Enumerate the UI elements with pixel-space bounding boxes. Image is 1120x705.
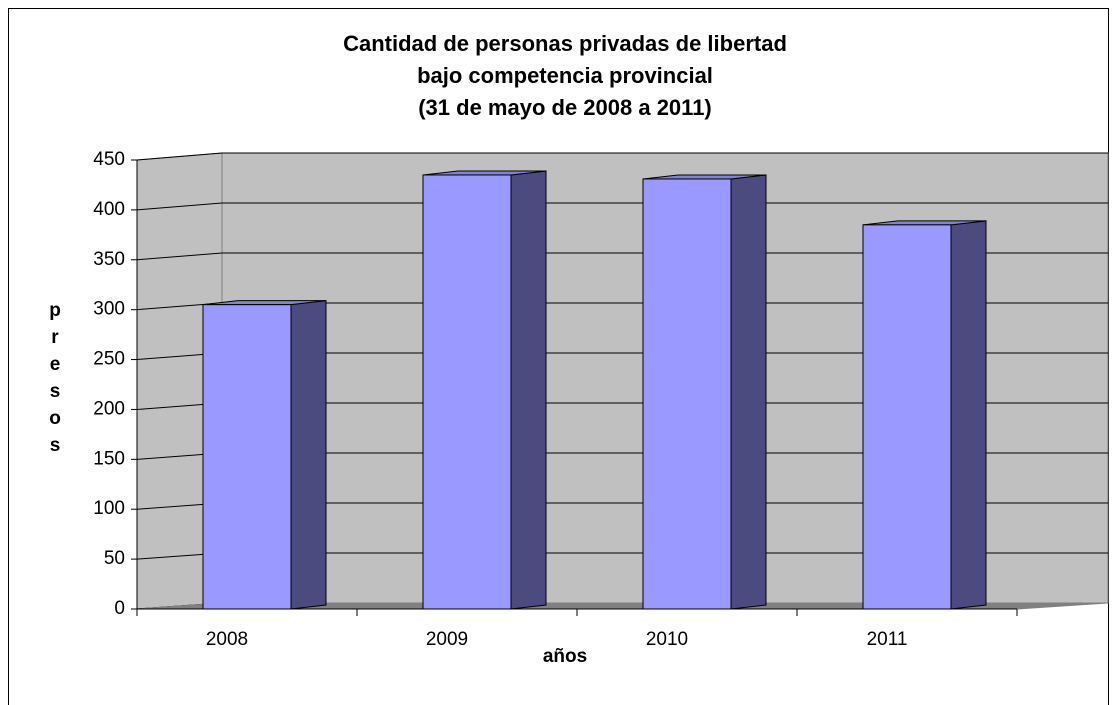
x-tick-label: 2011	[867, 629, 908, 650]
y-tick-label: 50	[104, 548, 125, 569]
y-tick-label: 250	[93, 349, 125, 370]
bar	[202, 304, 292, 610]
bar-side	[290, 300, 327, 610]
grid-line	[136, 152, 1108, 161]
bar	[422, 174, 512, 610]
bar-side	[510, 170, 547, 610]
y-tick-label: 100	[93, 498, 125, 519]
bar	[862, 224, 952, 610]
y-tick-label: 350	[93, 249, 125, 270]
x-tick-label: 2010	[646, 629, 688, 650]
y-tick-label: 400	[93, 199, 125, 220]
bar-side	[950, 220, 987, 610]
x-axis-label: años	[543, 646, 587, 667]
grid-line	[136, 202, 1108, 211]
y-tick-label: 300	[93, 299, 125, 320]
y-tick-label: 150	[93, 448, 125, 469]
bar-side	[730, 174, 767, 610]
chart-title: (31 de mayo de 2008 a 2011)	[418, 95, 712, 120]
y-axis-label: presos	[45, 300, 66, 462]
bar	[642, 178, 732, 610]
y-tick-label: 450	[93, 149, 125, 170]
chart-title: bajo competencia provincial	[417, 63, 713, 88]
grid-line	[136, 252, 1108, 261]
y-tick-label: 0	[114, 598, 125, 619]
y-tick-label: 200	[93, 398, 125, 419]
x-tick-label: 2008	[206, 629, 248, 650]
x-tick-label: 2009	[426, 629, 468, 650]
chart-title: Cantidad de personas privadas de liberta…	[343, 31, 787, 56]
